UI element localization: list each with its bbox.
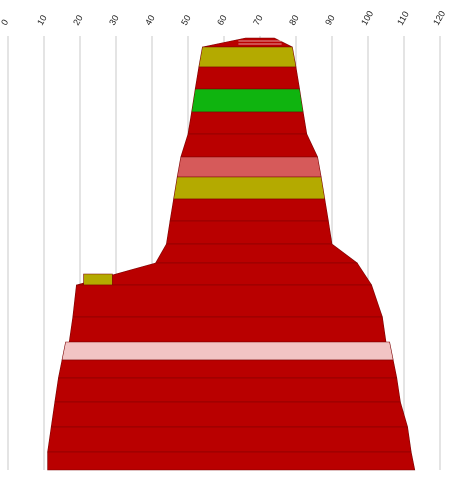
x-tick-label: 70 <box>251 13 265 27</box>
x-tick-label: 10 <box>35 13 49 27</box>
layer-band-10 <box>166 220 333 245</box>
layer-band-15 <box>68 316 387 343</box>
layer-band-17 <box>61 341 394 361</box>
x-tick-label: 50 <box>179 13 193 27</box>
layer-band-6 <box>180 133 319 158</box>
layer-band-12 <box>76 262 373 286</box>
layer-band-22 <box>47 451 416 471</box>
peak-stripes <box>238 40 282 45</box>
layer-band-9 <box>169 198 329 222</box>
layer-band-3 <box>194 66 300 90</box>
x-tick-label: 110 <box>395 10 411 27</box>
layer-band-11 <box>155 243 359 264</box>
x-tick-label: 100 <box>359 9 375 27</box>
layer-band-14 <box>72 284 383 318</box>
layer-band-4 <box>191 88 304 113</box>
layer-band-18 <box>58 359 398 379</box>
layer-band-7 <box>176 156 322 178</box>
layer-band-21 <box>47 426 412 453</box>
layer-band-20 <box>50 401 408 428</box>
x-tick-label: 20 <box>71 13 85 27</box>
layer-band-13 <box>83 273 113 286</box>
layer-band-19 <box>54 377 401 403</box>
x-tick-label: 30 <box>107 13 121 27</box>
x-tick-label: 60 <box>215 13 229 27</box>
x-axis-ticks: 0 10 20 30 40 50 60 70 80 90 100 110 120 <box>0 9 447 27</box>
layer-band-2 <box>198 46 297 68</box>
layer-band-1 <box>202 37 293 48</box>
layer-band-8 <box>173 176 326 200</box>
x-tick-label: 90 <box>323 13 337 27</box>
x-tick-label: 40 <box>143 13 157 27</box>
layer-band-5 <box>187 111 308 135</box>
layers <box>47 37 416 471</box>
x-tick-label: 120 <box>431 9 447 27</box>
x-tick-label: 0 <box>0 18 10 27</box>
x-tick-label: 80 <box>287 13 301 27</box>
